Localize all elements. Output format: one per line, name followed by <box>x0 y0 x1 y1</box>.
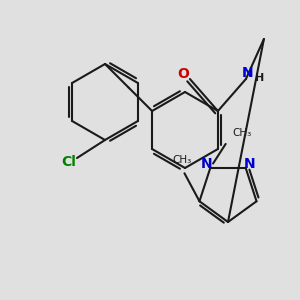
Text: H: H <box>255 73 265 83</box>
Text: Cl: Cl <box>61 155 76 169</box>
Text: N: N <box>242 66 254 80</box>
Text: N: N <box>201 157 212 171</box>
Text: O: O <box>177 67 189 81</box>
Text: CH₃: CH₃ <box>173 155 192 165</box>
Text: CH₃: CH₃ <box>232 128 252 138</box>
Text: N: N <box>244 157 255 171</box>
